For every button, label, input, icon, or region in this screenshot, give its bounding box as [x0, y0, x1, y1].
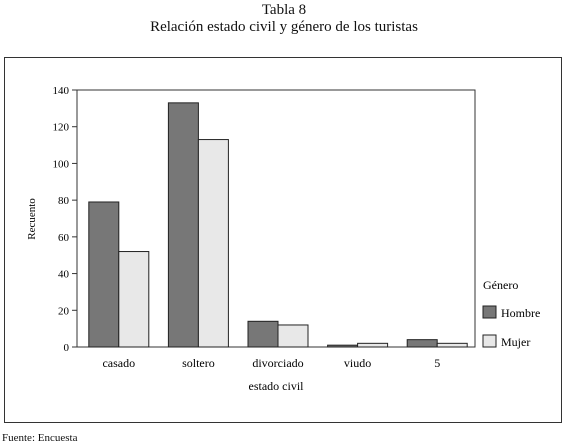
- bar-mujer-casado: [118, 251, 150, 348]
- chart-title: Relación estado civil y género de los tu…: [150, 19, 418, 35]
- x-axis-label: estado civil: [249, 379, 305, 393]
- y-tick-label: 100: [53, 158, 70, 170]
- table-number: Tabla 8: [261, 2, 307, 18]
- y-axis-label: Recuento: [26, 198, 38, 240]
- x-tick-label: casado: [102, 356, 135, 370]
- bar-hombre-viudo: [327, 344, 359, 348]
- source-note: Fuente: Encuesta: [2, 432, 78, 444]
- legend: Género Hombre Mujer: [482, 278, 540, 349]
- y-tick-label: 0: [64, 342, 70, 354]
- chart-frame: 0 20 40 60 80 100 120 140 casado soltero divorcia…: [4, 57, 562, 423]
- bar-hombre-divorciado: [247, 320, 279, 348]
- y-tick-label: 40: [58, 269, 70, 281]
- legend-swatch-mujer: [482, 334, 497, 348]
- legend-label-mujer: Mujer: [501, 335, 530, 349]
- bar-chart: 0 20 40 60 80 100 120 140 casado soltero divorcia…: [26, 85, 540, 393]
- bar-mujer-divorciado: [277, 324, 309, 348]
- x-tick-label: soltero: [182, 356, 215, 370]
- x-axis: casado soltero divorciado viudo 5: [102, 356, 440, 370]
- bar-hombre-soltero: [167, 102, 199, 348]
- bar-hombre-5: [406, 339, 438, 348]
- y-tick-label: 140: [53, 85, 70, 97]
- bar-mujer-5: [436, 342, 468, 348]
- bar-mujer-soltero: [197, 139, 229, 348]
- bar-mujer-viudo: [357, 342, 389, 348]
- y-tick-label: 80: [58, 195, 70, 207]
- legend-title: Género: [483, 278, 518, 292]
- y-tick-label: 60: [58, 232, 70, 244]
- x-tick-label: 5: [434, 356, 440, 370]
- x-tick-label: viudo: [344, 356, 371, 370]
- y-tick-label: 20: [58, 305, 70, 317]
- legend-label-hombre: Hombre: [501, 306, 540, 320]
- y-axis: 0 20 40 60 80 100 120 140: [53, 85, 77, 354]
- x-tick-label: divorciado: [252, 356, 303, 370]
- bar-hombre-casado: [88, 201, 120, 348]
- legend-swatch-hombre: [482, 305, 497, 319]
- y-tick-label: 120: [53, 122, 70, 134]
- bars: [88, 102, 468, 348]
